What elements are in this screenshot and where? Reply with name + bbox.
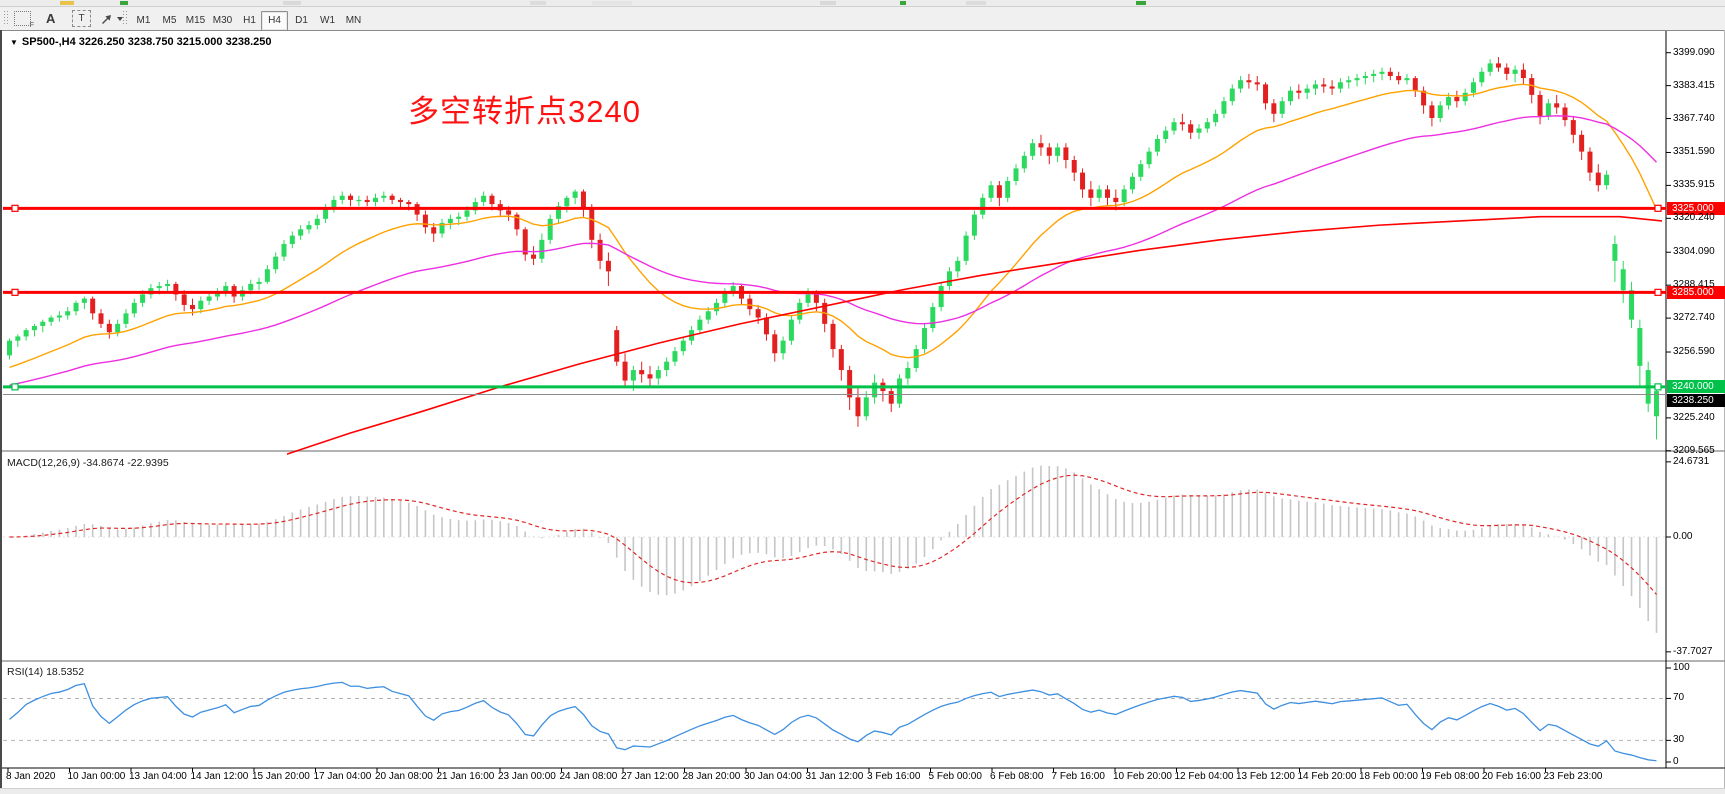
time-axis-label: 13 Jan 04:00 xyxy=(129,771,187,782)
time-axis-label: 14 Feb 20:00 xyxy=(1297,771,1357,782)
tf-button-m15[interactable]: M15 xyxy=(185,15,206,26)
time-axis-label: 14 Jan 12:00 xyxy=(190,771,249,782)
tf-button-w1[interactable]: W1 xyxy=(320,15,335,26)
time-axis-label: 10 Feb 20:00 xyxy=(1113,771,1172,782)
time-axis-label: 27 Jan 12:00 xyxy=(621,771,679,782)
time-axis-label: 31 Jan 12:00 xyxy=(805,771,864,782)
arrows-glyph xyxy=(102,14,111,24)
price-level-label: 3325.000 xyxy=(1667,201,1725,215)
top-toolbar-partial xyxy=(0,0,1725,7)
chevron-down-icon[interactable]: ▼ xyxy=(10,38,18,47)
rsi-indicator-label: RSI(14) 18.5352 xyxy=(7,666,85,678)
toolbar-fragment xyxy=(966,1,986,5)
window-bottom-strip xyxy=(0,788,1725,794)
price-axis-tick: 3351.590 xyxy=(1673,146,1715,158)
time-axis-label: 23 Jan 00:00 xyxy=(498,771,556,782)
rsi-axis-tick: 30 xyxy=(1673,734,1685,746)
text-a-icon[interactable]: A xyxy=(46,10,55,27)
macd-axis-tick: 0.00 xyxy=(1673,531,1693,542)
time-axis-label: 15 Jan 20:00 xyxy=(252,771,310,782)
tf-button-m5[interactable]: M5 xyxy=(162,15,177,26)
time-axis-label: 19 Feb 08:00 xyxy=(1420,771,1480,782)
time-axis-label: 23 Feb 23:00 xyxy=(1543,771,1603,782)
tf-button-d1[interactable]: D1 xyxy=(295,15,308,26)
toolbar-fragment xyxy=(592,1,632,5)
current-price-label: 3238.250 xyxy=(1667,393,1725,407)
price-axis-tick: 3383.415 xyxy=(1673,79,1715,91)
price-axis-tick: 3335.915 xyxy=(1673,179,1715,191)
time-axis-label: 28 Jan 20:00 xyxy=(682,771,741,782)
time-axis-label: 10 Jan 00:00 xyxy=(67,771,126,782)
toolbar-fragment xyxy=(900,1,906,5)
text-label-glyph: T xyxy=(72,10,91,27)
text-a-glyph: A xyxy=(46,11,56,26)
chart-text-annotation[interactable]: 多空转折点3240 xyxy=(408,94,641,129)
time-axis-label: 3 Feb 16:00 xyxy=(867,771,921,782)
time-axis-label: 5 Feb 00:00 xyxy=(928,771,982,782)
tf-button-h1[interactable]: H1 xyxy=(243,15,256,26)
toolbar-fragment xyxy=(530,1,546,5)
macd-indicator-label: MACD(12,26,9) -34.8674 -22.9395 xyxy=(7,457,169,469)
time-axis-label: 21 Jan 16:00 xyxy=(436,771,495,782)
toolbar-fragment xyxy=(820,1,836,5)
chart-area[interactable] xyxy=(0,30,1725,788)
time-axis-label: 13 Feb 12:00 xyxy=(1236,771,1295,782)
price-axis-tick: 3256.590 xyxy=(1673,346,1715,358)
toolbar-separator xyxy=(122,10,127,26)
macd-axis-tick: -37.7027 xyxy=(1673,645,1713,657)
toolbar-fragment xyxy=(60,1,74,5)
rsi-axis-tick: 100 xyxy=(1673,662,1690,673)
time-axis-label: 6 Feb 08:00 xyxy=(990,771,1044,782)
price-level-label: 3240.000 xyxy=(1667,380,1725,394)
toolbar: F A T M1 M5 M15 M30 H1 H4 D1 W1 MN xyxy=(0,7,1725,31)
time-axis-label: 7 Feb 16:00 xyxy=(1051,771,1105,782)
tf-button-m1[interactable]: M1 xyxy=(136,15,151,26)
time-axis-label: 18 Feb 00:00 xyxy=(1359,771,1418,782)
time-axis-label: 30 Jan 04:00 xyxy=(744,771,802,782)
toolbar-drag-handle[interactable] xyxy=(3,10,8,26)
tf-button-h4[interactable]: H4 xyxy=(261,11,288,31)
price-axis-tick: 3209.565 xyxy=(1673,444,1715,456)
rsi-axis-tick: 70 xyxy=(1673,692,1685,704)
price-axis-tick: 3320.240 xyxy=(1673,212,1715,224)
price-axis-tick: 3225.240 xyxy=(1673,411,1715,423)
toolbar-fragment xyxy=(1136,1,1146,5)
price-axis-tick: 3272.740 xyxy=(1673,312,1715,324)
time-axis-label: 12 Feb 04:00 xyxy=(1174,771,1234,782)
grid-font-icon-glyph: F xyxy=(14,11,34,29)
toolbar-fragment xyxy=(120,1,128,5)
price-axis-tick: 3288.415 xyxy=(1673,279,1715,291)
toolbar-fragment xyxy=(283,1,301,5)
price-level-label: 3285.000 xyxy=(1667,285,1725,299)
price-axis-tick: 3399.090 xyxy=(1673,46,1715,58)
grid-font-icon[interactable]: F xyxy=(14,10,34,29)
symbol-ohlc-text: SP500-,H4 3226.250 3238.750 3215.000 323… xyxy=(21,36,272,48)
tf-button-m30[interactable]: M30 xyxy=(212,15,233,26)
arrow-objects-icon[interactable] xyxy=(100,10,123,27)
symbol-header: ▼ SP500-,H4 3226.250 3238.750 3215.000 32… xyxy=(10,36,271,48)
time-axis-label: 17 Jan 04:00 xyxy=(313,771,372,782)
macd-axis-tick: 24.6731 xyxy=(1673,455,1710,467)
window-left-border xyxy=(0,30,2,794)
text-label-icon[interactable]: T xyxy=(72,10,91,27)
price-axis-tick: 3304.090 xyxy=(1673,246,1715,258)
time-axis-label: 20 Jan 08:00 xyxy=(375,771,433,782)
time-axis-label: 24 Jan 08:00 xyxy=(559,771,618,782)
price-axis-tick: 3367.740 xyxy=(1673,112,1715,124)
time-axis-label: 8 Jan 2020 xyxy=(6,771,56,782)
rsi-axis-tick: 0 xyxy=(1673,756,1679,767)
chevron-down-icon xyxy=(117,16,123,21)
tf-button-mn[interactable]: MN xyxy=(345,15,362,26)
time-axis-label: 20 Feb 16:00 xyxy=(1482,771,1541,782)
